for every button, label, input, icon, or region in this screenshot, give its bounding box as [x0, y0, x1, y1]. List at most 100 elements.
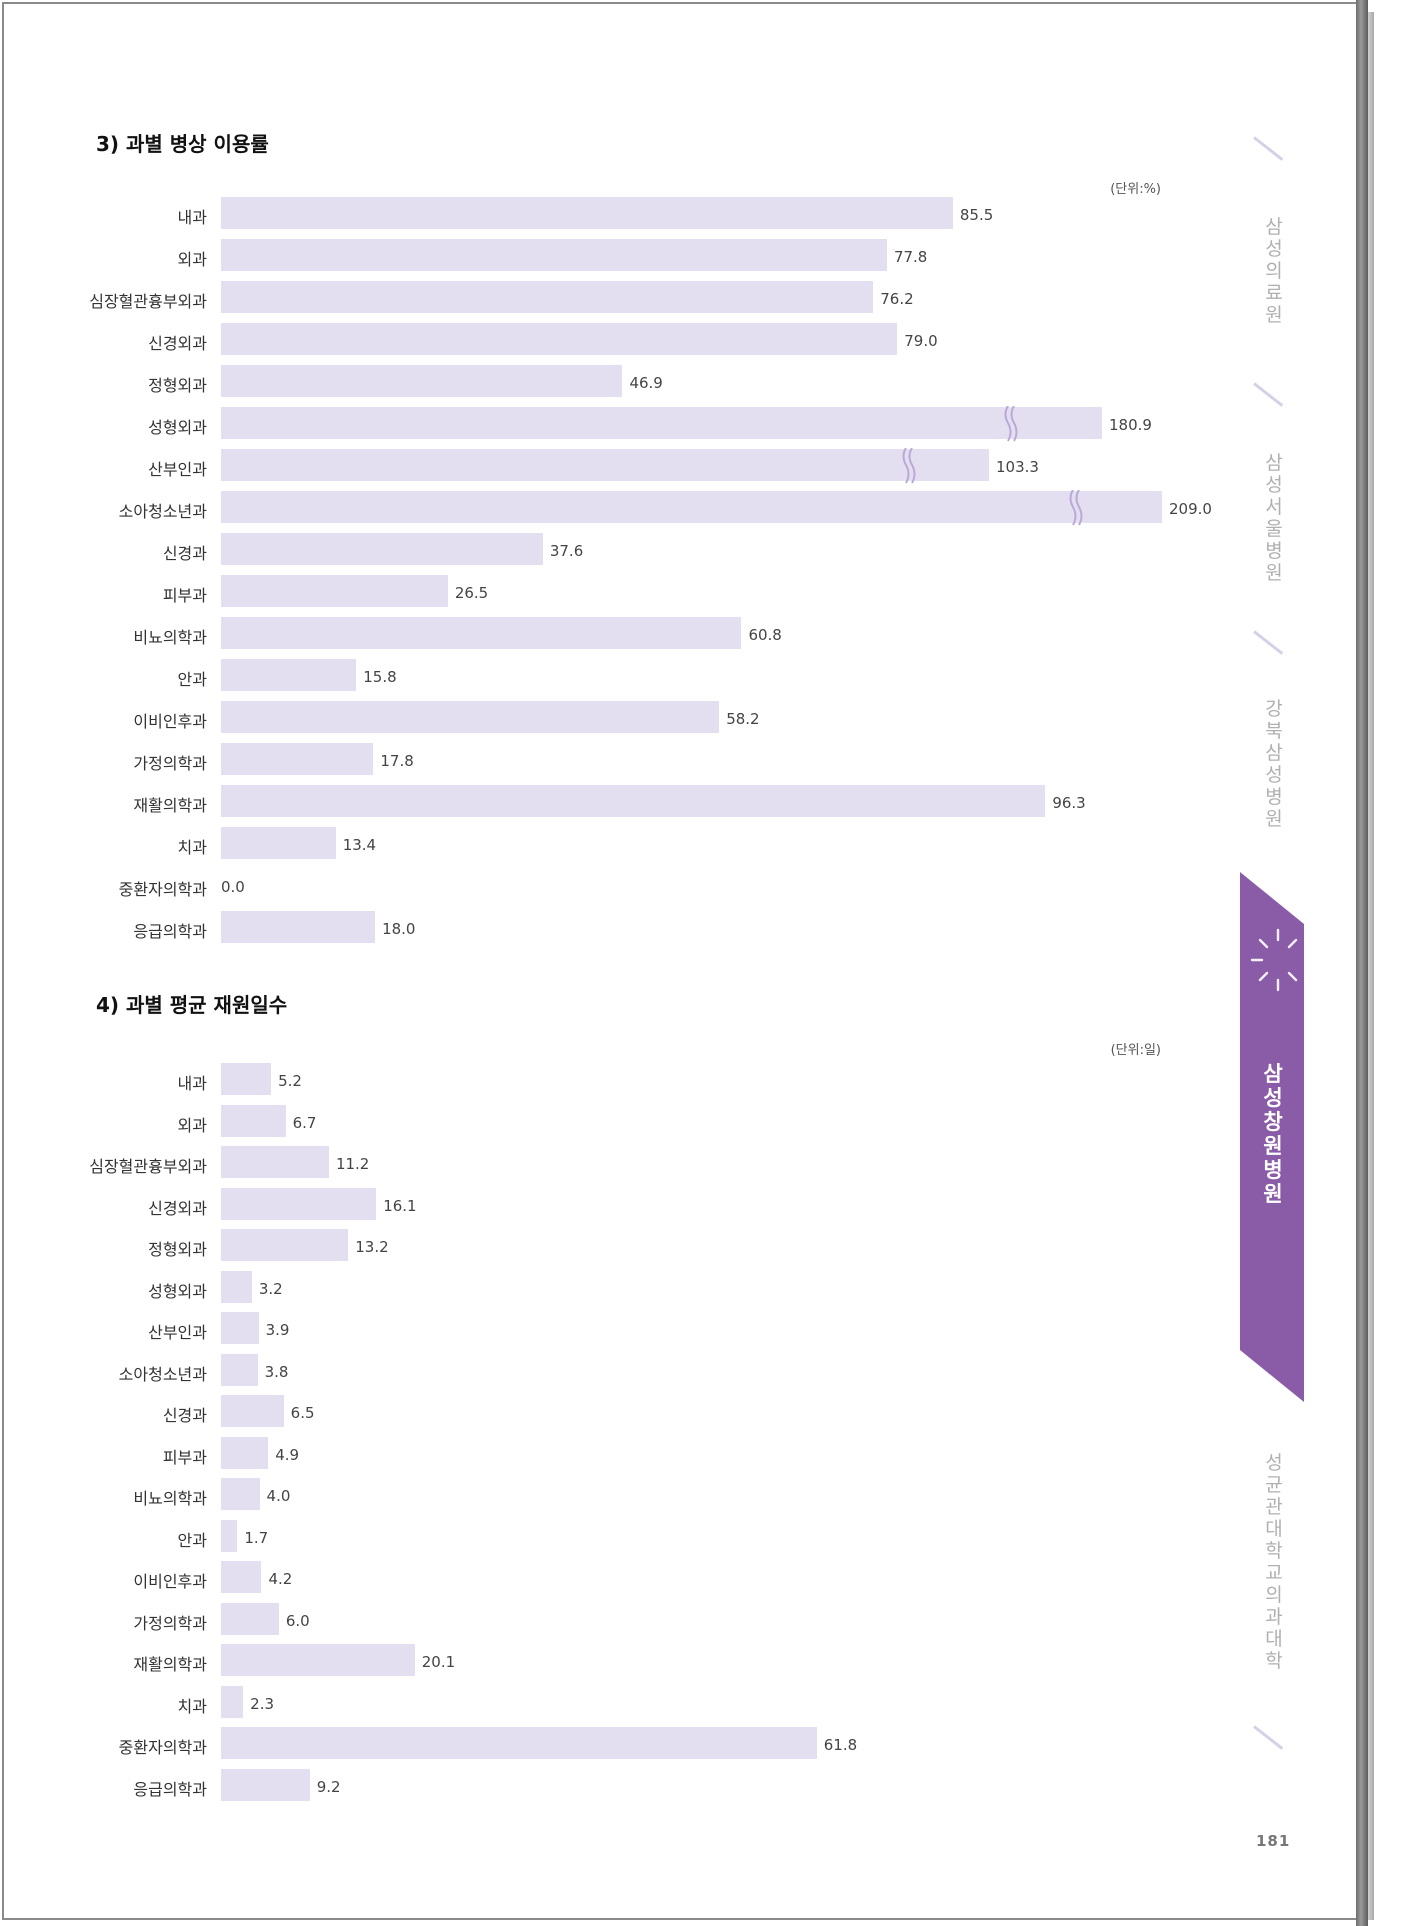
bar-row: 가정의학과 17.8 [0, 743, 1220, 777]
value-label: 180.9 [1109, 416, 1152, 434]
side-tab-samsung-seoul-hospital[interactable]: 삼성서울병원 [1265, 452, 1283, 584]
bar [221, 1478, 260, 1510]
bar [221, 701, 720, 733]
value-label: 209.0 [1169, 500, 1212, 518]
bar [221, 827, 336, 859]
bar-row: 중환자의학과 0.0 [0, 869, 1220, 903]
category-label: 이비인후과 [133, 712, 207, 731]
bar-row: 응급의학과 9.2 [0, 1768, 1220, 1803]
bar [221, 1602, 279, 1635]
bar-row: 안과 1.7 [0, 1519, 1220, 1554]
section-title-avg-stay: 4) 과별 평균 재원일수 [96, 993, 288, 1017]
value-label: 77.8 [893, 248, 928, 266]
value-label: 4.2 [268, 1570, 293, 1588]
value-label: 96.3 [1052, 794, 1086, 812]
bar [221, 1187, 377, 1220]
bar-row: 산부인과 103.3 [0, 448, 1220, 484]
section-title-bed-occupancy: 3) 과별 병상 이용률 [96, 132, 269, 156]
value-label: 3.8 [264, 1362, 289, 1381]
bar-row: 신경외과 79.0 [0, 323, 1220, 357]
bar [221, 239, 887, 271]
bar-row: 비뇨의학과 60.8 [0, 617, 1220, 651]
bar-row: 심장혈관흉부외과 11.2 [0, 1146, 1220, 1180]
category-label: 피부과 [162, 586, 207, 605]
bar [221, 533, 543, 565]
category-label: 심장혈관흉부외과 [89, 1157, 207, 1176]
category-label: 소아청소년과 [118, 502, 207, 521]
value-label: 4.9 [275, 1445, 300, 1464]
category-label: 안과 [177, 670, 207, 689]
bar-row: 정형외과 46.9 [0, 365, 1220, 399]
bar [221, 197, 953, 229]
bar [221, 1727, 817, 1759]
bar [221, 1644, 415, 1676]
category-label: 정형외과 [148, 376, 207, 395]
value-label: 11.2 [335, 1155, 370, 1173]
category-label: 신경과 [162, 1406, 207, 1425]
bar [221, 449, 989, 481]
bar [221, 575, 448, 607]
bar [221, 1395, 284, 1427]
category-label: 신경외과 [148, 1198, 207, 1218]
bar-row: 재활의학과 20.1 [0, 1644, 1220, 1678]
bar-row: 내과 5.2 [0, 1063, 1220, 1097]
axis-break-icon [1004, 406, 1018, 442]
category-label: 재활의학과 [133, 1655, 207, 1674]
value-label: 18.0 [382, 920, 416, 938]
bar-row: 피부과 26.5 [0, 575, 1220, 609]
category-label: 응급의학과 [133, 1779, 207, 1799]
bar [221, 1768, 310, 1801]
value-label: 58.2 [726, 710, 760, 728]
value-label: 6.0 [285, 1611, 310, 1630]
category-label: 가정의학과 [133, 754, 207, 773]
bar [221, 1353, 258, 1386]
bar [221, 659, 357, 691]
value-label: 6.5 [290, 1404, 315, 1422]
value-label: 13.2 [355, 1238, 389, 1256]
bar-row: 신경과 6.5 [0, 1395, 1220, 1429]
bar-row: 안과 15.8 [0, 659, 1220, 693]
category-label: 중환자의학과 [118, 1738, 207, 1757]
bar [221, 785, 1046, 817]
bar [221, 743, 374, 775]
axis-break-icon [1069, 490, 1083, 526]
value-label: 5.2 [278, 1072, 302, 1090]
value-label: 79.0 [904, 332, 938, 350]
bar [221, 1063, 272, 1095]
side-tab-samsung-medical-center[interactable]: 삼성의료원 [1265, 216, 1283, 326]
page-number: 181 [1256, 1832, 1291, 1850]
bar [221, 281, 874, 313]
value-label: 76.2 [880, 290, 914, 308]
bar-row: 산부인과 3.9 [0, 1312, 1220, 1346]
bar-row: 치과 13.4 [0, 827, 1220, 861]
bar-row: 신경과 37.6 [0, 533, 1220, 567]
bar-row: 이비인후과 58.2 [0, 701, 1220, 735]
bar [221, 491, 1162, 523]
category-label: 신경외과 [148, 334, 207, 353]
category-label: 중환자의학과 [118, 880, 207, 899]
value-label: 26.5 [454, 584, 489, 602]
category-label: 소아청소년과 [118, 1364, 207, 1384]
side-tab-skku-school-of-medicine[interactable]: 성균관대학교 의과대학 [1265, 1452, 1283, 1672]
bar [221, 911, 376, 943]
page-spine [1356, 0, 1368, 1926]
bar [221, 1561, 262, 1593]
bar-row: 피부과 4.9 [0, 1436, 1220, 1471]
value-label: 13.4 [342, 836, 377, 854]
side-tab-samsung-changwon-hospital[interactable]: 삼성창원병원 [1263, 1062, 1283, 1206]
bar-row: 소아청소년과 3.8 [0, 1353, 1220, 1388]
value-label: 3.2 [258, 1279, 283, 1298]
category-label: 치과 [177, 1696, 207, 1716]
bar [221, 617, 742, 649]
side-tab-kangbuk-samsung-hospital[interactable]: 강북삼성병원 [1265, 698, 1283, 830]
bar [221, 1270, 252, 1303]
bar-row: 중환자의학과 61.8 [0, 1727, 1220, 1761]
category-label: 안과 [177, 1530, 207, 1550]
bar [221, 323, 898, 355]
value-label: 20.1 [421, 1653, 456, 1671]
category-label: 치과 [177, 838, 207, 857]
category-label: 성형외과 [148, 1281, 207, 1301]
page-edge [1368, 12, 1374, 1920]
value-label: 103.3 [996, 458, 1039, 476]
bar [221, 1229, 349, 1261]
